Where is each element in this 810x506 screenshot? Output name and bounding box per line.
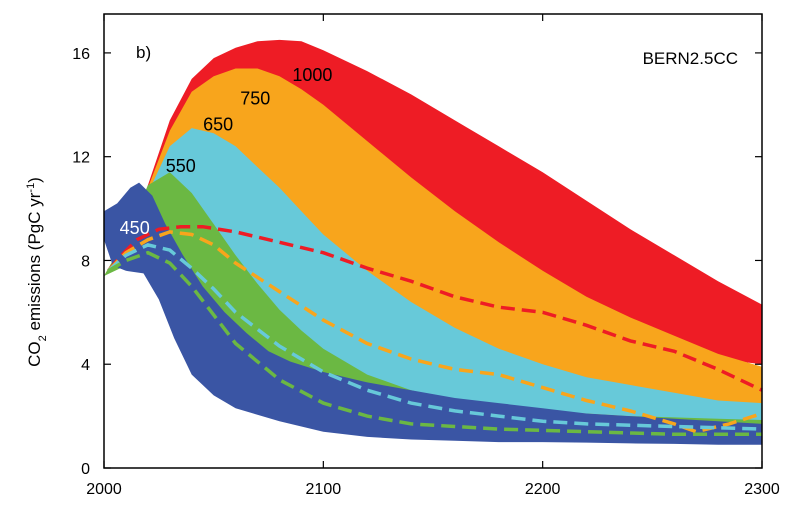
x-tick-label: 2000 [86,481,122,498]
dashed-line-650 [107,243,763,431]
y-tick-label: 0 [81,461,90,478]
band-550 [104,172,762,437]
band-labels: 1000 750 650 550 450 [120,65,333,238]
y-tick-label: 16 [72,46,90,63]
y-tick-label: 4 [81,357,90,374]
y-axis-label-sup: -1 [25,183,37,193]
x-tick-label: 2200 [525,481,561,498]
y-axis-label: CO2 emissions (PgC yr-1) [25,177,49,367]
stabilization-bands [104,39,762,445]
y-tick-label: 12 [72,150,90,167]
band-label-1000: 1000 [292,65,332,85]
y-axis-label-rest: emissions (PgC yr [25,192,44,335]
y-axis-label-main: CO [25,341,44,367]
y-tick-label: 8 [81,253,90,270]
band-label-650: 650 [203,114,233,134]
dashed-series [107,224,763,437]
x-tick-label: 2100 [306,481,342,498]
model-label: BERN2.5CC [643,49,738,68]
axis-ticks: 2000 2100 2200 2300 0 4 8 12 16 [72,14,780,498]
band-650 [104,128,762,422]
y-axis-label-end: ) [25,177,44,183]
dashed-line-1000 [107,224,763,392]
panel-label: b) [136,43,151,62]
band-label-750: 750 [240,88,270,108]
band-label-550: 550 [166,156,196,176]
dashed-line-550 [107,250,762,437]
y-axis-label-sub: 2 [37,335,49,341]
band-750 [104,68,762,411]
band-label-450: 450 [120,218,150,238]
band-450 [104,182,762,445]
dashed-line-750 [107,230,763,434]
x-tick-label: 2300 [744,481,780,498]
plot-frame [103,13,763,469]
